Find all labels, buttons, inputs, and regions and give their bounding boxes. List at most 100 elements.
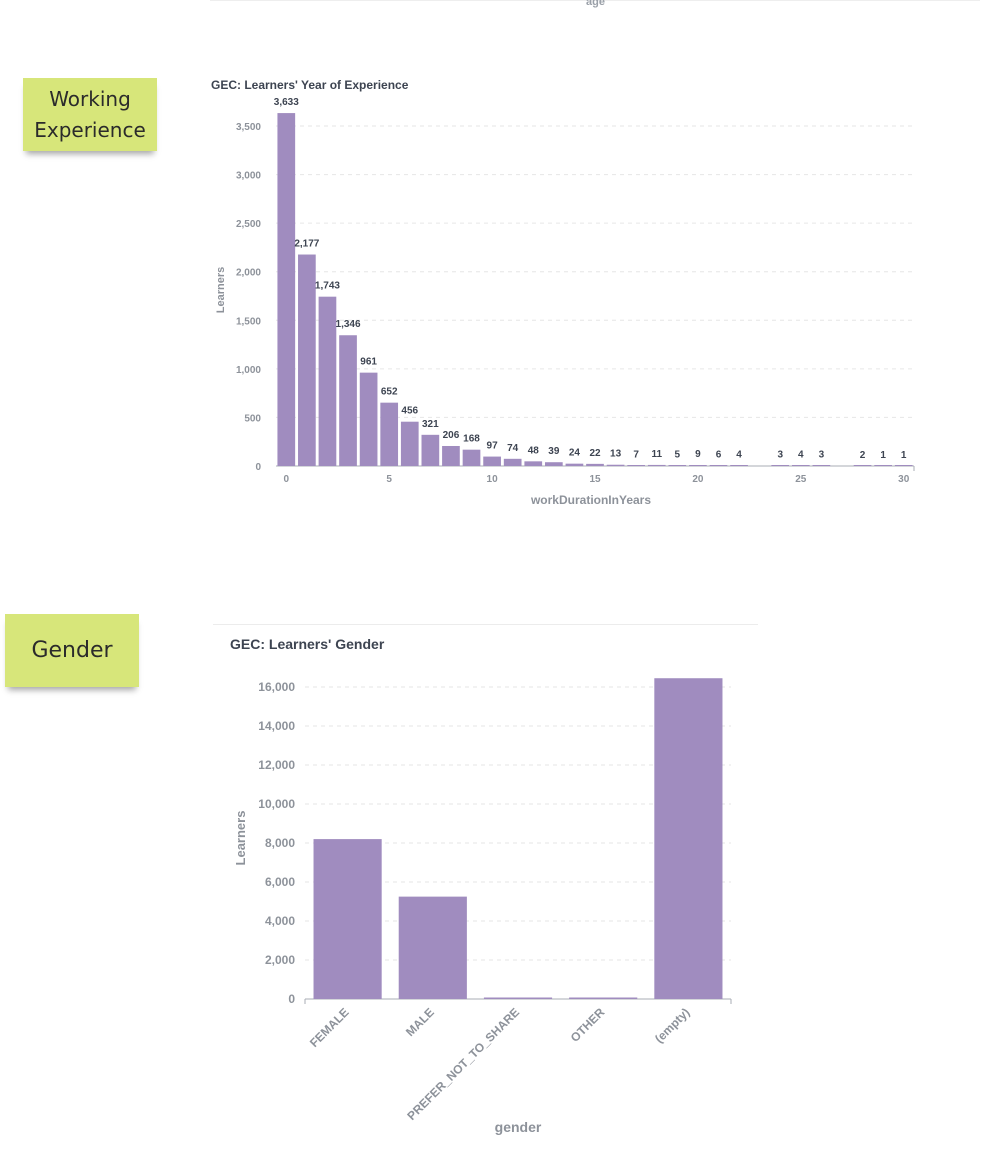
- x-tick-label: 20: [692, 474, 704, 485]
- data-label: 48: [528, 445, 540, 456]
- y-tick-label: 10,000: [258, 797, 295, 811]
- bar: [894, 465, 913, 466]
- x-tick-label: 25: [795, 474, 807, 485]
- bar: [313, 839, 382, 999]
- x-axis-label: workDurationInYears: [530, 493, 651, 507]
- chart-card-border: [213, 624, 758, 625]
- bar: [421, 434, 440, 466]
- bar: [462, 449, 481, 466]
- y-tick-label: 8,000: [265, 836, 295, 850]
- bar: [647, 464, 666, 466]
- bar: [544, 462, 563, 466]
- data-label: 5: [675, 450, 681, 461]
- x-tick-label: OTHER: [568, 1005, 608, 1045]
- data-label: 2,177: [294, 239, 319, 250]
- data-label: 3: [777, 450, 783, 461]
- x-tick-label: 10: [487, 474, 499, 485]
- bar: [318, 296, 337, 466]
- data-label: 1,346: [336, 319, 361, 330]
- bar: [524, 461, 543, 466]
- y-tick-label: 3,500: [236, 122, 261, 133]
- bar: [503, 458, 522, 466]
- sticky-note-working-experience: Working Experience: [23, 78, 157, 151]
- bar: [359, 372, 378, 466]
- x-tick-label: 0: [284, 474, 290, 485]
- data-label: 168: [463, 434, 480, 445]
- y-tick-label: 6,000: [265, 875, 295, 889]
- bar: [730, 465, 748, 466]
- data-label: 206: [443, 430, 460, 441]
- data-label: 961: [360, 357, 377, 368]
- bar: [277, 113, 296, 466]
- bar: [812, 465, 831, 466]
- data-label: 22: [589, 448, 601, 459]
- bar: [606, 464, 625, 466]
- sticky-note-text: Working Experience: [34, 86, 146, 142]
- y-tick-label: 1,000: [236, 365, 261, 376]
- bar: [483, 997, 553, 999]
- y-tick-label: 4,000: [265, 914, 295, 928]
- y-tick-label: 14,000: [258, 719, 295, 733]
- bar: [874, 465, 892, 466]
- data-label: 4: [736, 450, 742, 461]
- bar: [298, 254, 316, 466]
- bar: [400, 421, 419, 466]
- bar: [654, 678, 723, 999]
- y-tick-label: 2,000: [236, 268, 261, 279]
- x-tick-label: 15: [589, 474, 601, 485]
- data-label: 3: [819, 450, 825, 461]
- bar: [565, 463, 584, 466]
- bar: [668, 465, 687, 466]
- data-label: 1,743: [315, 281, 340, 292]
- bar: [771, 465, 790, 466]
- data-label: 321: [422, 419, 439, 430]
- sticky-note-gender: Gender: [5, 614, 139, 687]
- bar: [339, 335, 357, 466]
- x-axis-label: gender: [495, 1119, 542, 1135]
- bar: [689, 465, 707, 466]
- x-tick-label: 30: [898, 474, 910, 485]
- y-tick-label: 1,500: [236, 316, 261, 327]
- y-axis-label: Learners: [215, 267, 227, 313]
- data-label: 39: [548, 446, 560, 457]
- data-label: 456: [401, 406, 418, 417]
- data-label: 1: [880, 450, 886, 461]
- bar: [569, 997, 638, 999]
- data-label: 9: [695, 449, 701, 460]
- y-tick-label: 0: [288, 992, 295, 1006]
- bar: [853, 465, 872, 466]
- data-label: 74: [507, 443, 519, 454]
- data-label: 7: [633, 449, 639, 460]
- bar: [709, 465, 728, 466]
- y-tick-label: 2,000: [265, 953, 295, 967]
- data-label: 652: [381, 387, 398, 398]
- chart-title: GEC: Learners' Year of Experience: [211, 78, 409, 92]
- bar: [791, 465, 810, 466]
- y-tick-label: 500: [244, 413, 261, 424]
- bar: [442, 445, 460, 466]
- x-tick-label: MALE: [403, 1005, 437, 1039]
- data-label: 11: [651, 449, 662, 460]
- x-tick-label: (empty): [652, 1005, 693, 1046]
- y-tick-label: 0: [255, 462, 261, 473]
- data-label: 3,633: [274, 97, 299, 108]
- y-tick-label: 3,000: [236, 171, 261, 182]
- data-label: 13: [610, 449, 622, 460]
- chart-title: GEC: Learners' Gender: [230, 636, 385, 652]
- y-axis-label: Learners: [233, 811, 248, 866]
- sticky-note-text: Gender: [31, 638, 113, 663]
- x-tick-label: 5: [386, 474, 392, 485]
- bar: [483, 456, 501, 466]
- bar: [586, 463, 604, 466]
- bar: [627, 465, 646, 466]
- bar: [380, 402, 399, 466]
- data-label: 1: [901, 450, 907, 461]
- top-divider: [210, 0, 980, 1]
- y-tick-label: 16,000: [258, 680, 295, 694]
- x-tick-label: FEMALE: [307, 1005, 352, 1050]
- previous-chart-axis-label: age: [586, 0, 605, 8]
- data-label: 6: [716, 449, 722, 460]
- bar: [398, 896, 467, 999]
- data-label: 97: [487, 441, 499, 452]
- y-tick-label: 2,500: [236, 219, 261, 230]
